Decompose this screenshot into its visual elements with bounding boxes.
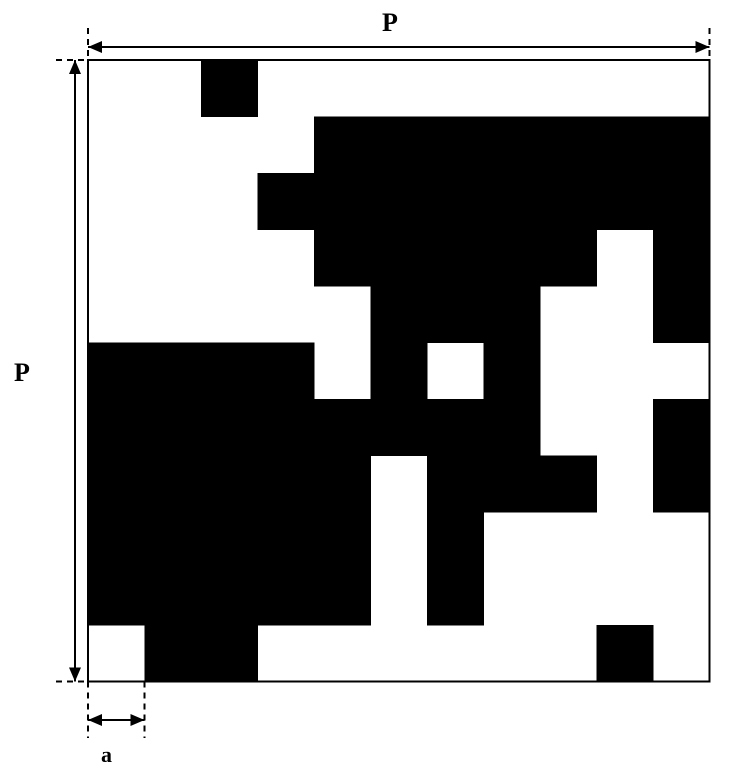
grid-diagram-svg: [0, 0, 731, 784]
figure-stage: P P a: [0, 0, 731, 784]
dimension-label-P-left: P: [14, 358, 30, 388]
dimension-label-P-top: P: [382, 8, 398, 38]
dimension-label-a-bottom: a: [101, 742, 112, 768]
